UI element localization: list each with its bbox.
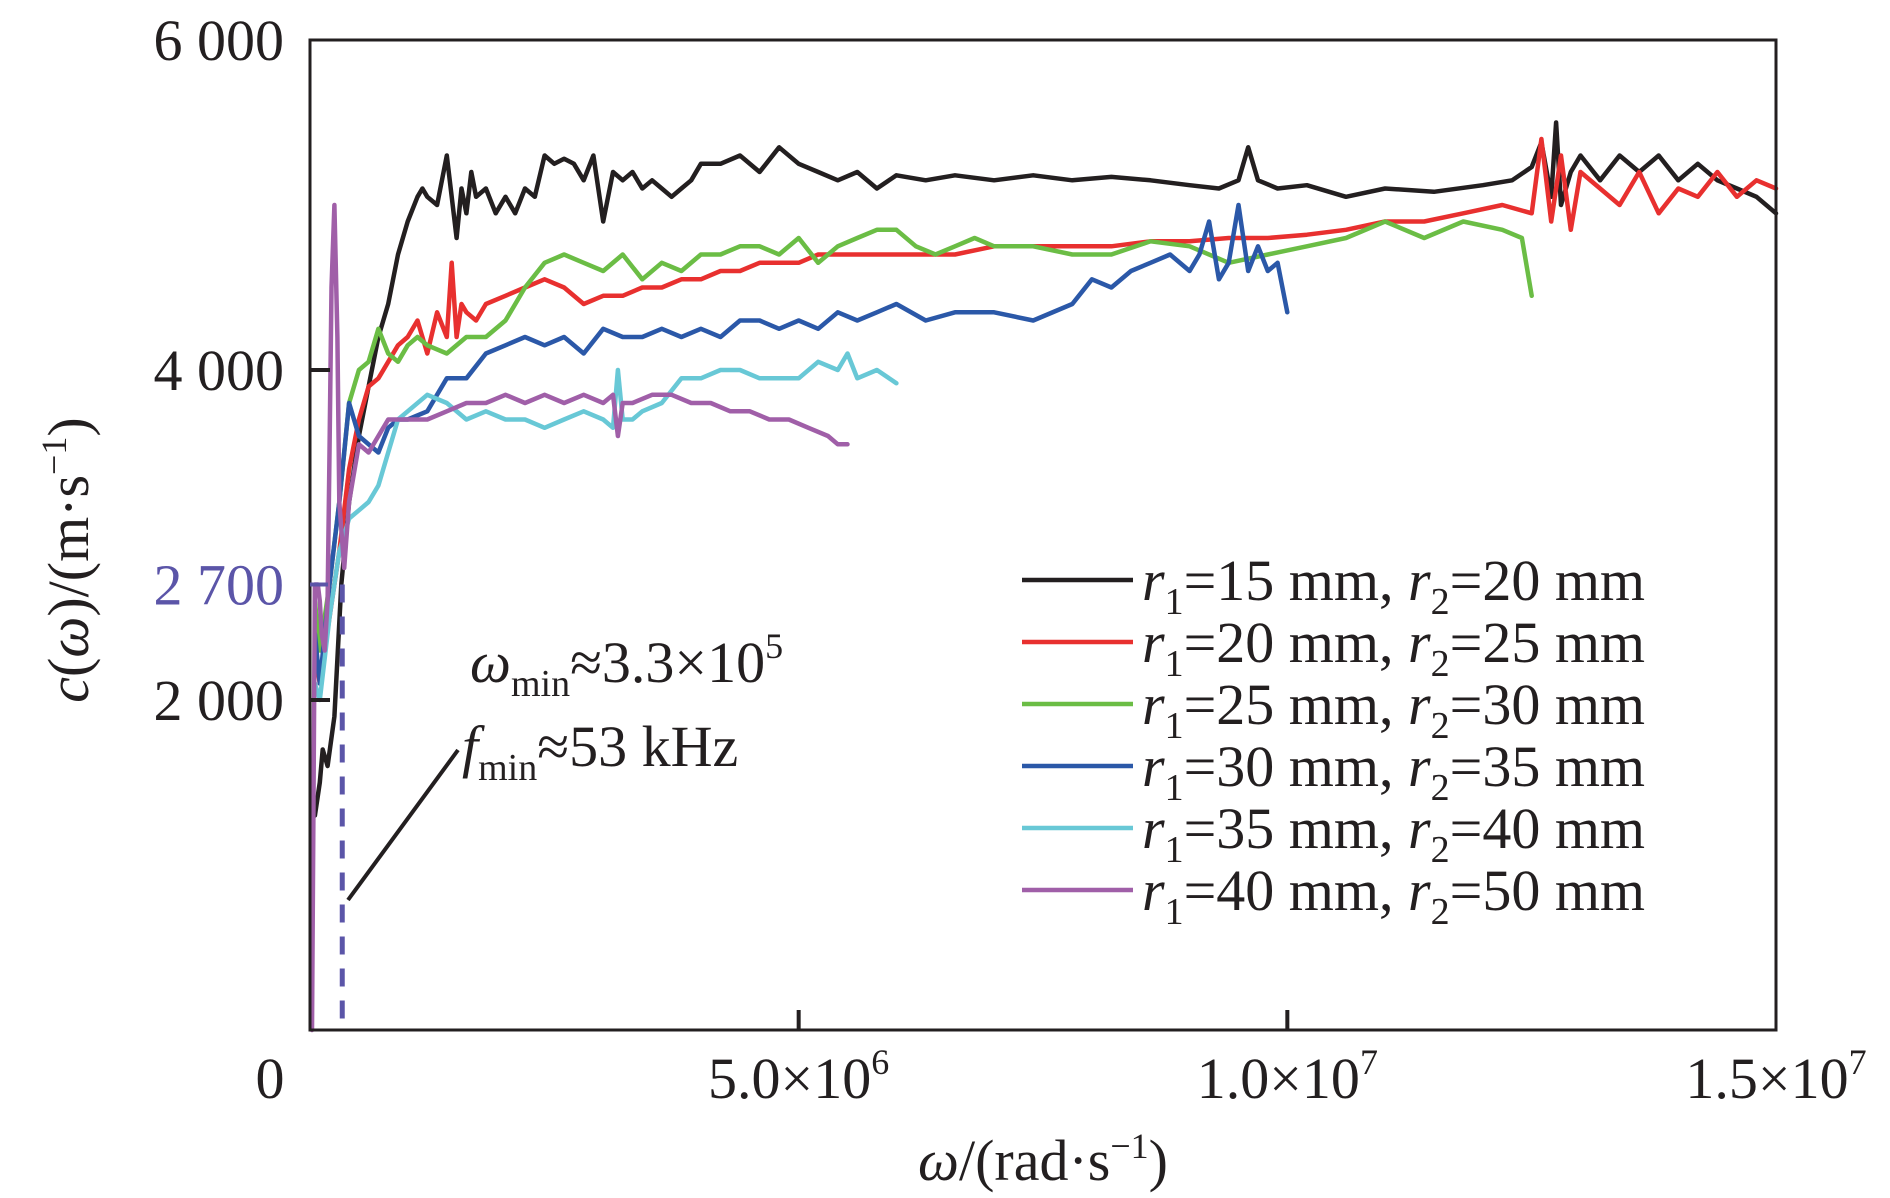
y-axis-ticks: 2 000 4 000 6 000 2 700	[154, 8, 330, 733]
y-tick-label-highlight: 2 700	[154, 553, 285, 618]
y-tick-label: 4 000	[154, 338, 285, 403]
x-axis-label-sup: −1	[1110, 1126, 1148, 1166]
f-min-value: ≈53 kHz	[537, 714, 738, 779]
omega-min-value: ≈3.3×10	[570, 630, 765, 695]
legend-label-3: r1=25 mm, r2=30 mm	[1142, 672, 1645, 747]
y-axis-label-unit: )/(m·s	[36, 475, 101, 617]
x-tick-label: 1.5×107	[1685, 1042, 1866, 1111]
y-axis-label-var: ω	[36, 617, 101, 658]
y-axis-label-sup: −1	[34, 437, 74, 475]
omega-min-annotation: ωmin≈3.3×105	[470, 626, 783, 705]
omega-min-exponent: 5	[765, 626, 783, 666]
y-axis-label-open: (	[36, 658, 101, 677]
omega-min-subscript: min	[511, 663, 570, 705]
x-axis-label-close: )	[1149, 1128, 1168, 1193]
y-axis-label-func: c	[36, 677, 101, 703]
x-axis-label-var: ω	[918, 1128, 959, 1193]
series-layer	[309, 120, 1779, 1033]
f-min-annotation: fmin≈53 kHz	[462, 714, 738, 789]
legend-label-4: r1=30 mm, r2=35 mm	[1142, 734, 1645, 809]
plot-frame	[308, 38, 1778, 1032]
series-line-6	[309, 202, 850, 1033]
y-tick-label: 6 000	[154, 8, 285, 73]
y-axis-label: c(ω)/(m·s−1)	[34, 417, 101, 702]
legend-label-6: r1=40 mm, r2=50 mm	[1142, 858, 1645, 933]
x-tick-label: 1.0×107	[1197, 1042, 1378, 1111]
x-axis-label-unit: /(rad·s	[959, 1128, 1110, 1193]
x-tick-label: 0	[256, 1046, 285, 1111]
x-axis-ticks: 0 5.0×106 1.0×107 1.5×107	[256, 1010, 1867, 1111]
legend-label-2: r1=20 mm, r2=25 mm	[1142, 610, 1645, 685]
legend-label-1: r1=15 mm, r2=20 mm	[1142, 548, 1645, 623]
series-line-5	[312, 351, 899, 703]
f-min-subscript: min	[478, 747, 537, 789]
x-tick-label: 5.0×106	[708, 1042, 889, 1111]
x-axis-label: ω/(rad·s−1)	[918, 1126, 1168, 1193]
legend-label-5: r1=35 mm, r2=40 mm	[1142, 796, 1645, 871]
omega-min-symbol: ω	[470, 630, 511, 695]
y-tick-label: 2 000	[154, 668, 285, 733]
y-axis-label-close: )	[36, 417, 101, 436]
annotation-leader-line	[346, 748, 460, 902]
